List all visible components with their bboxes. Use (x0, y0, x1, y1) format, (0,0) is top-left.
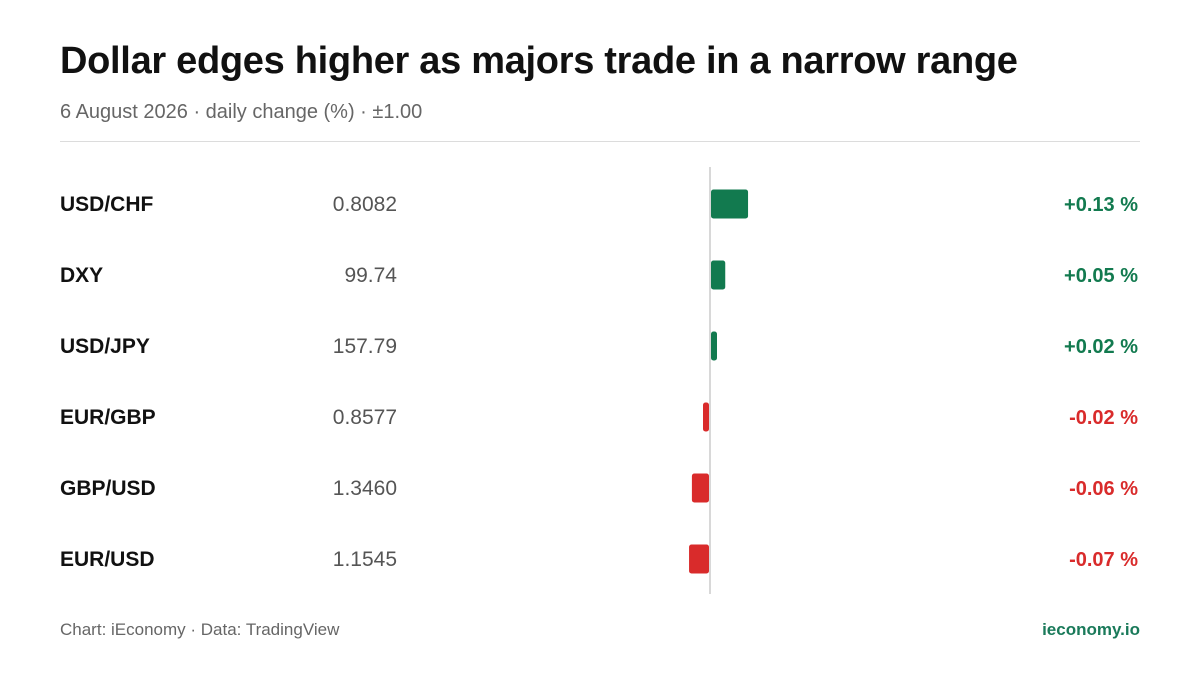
header-divider (60, 141, 1140, 142)
chart-title: Dollar edges higher as majors trade in a… (60, 40, 1018, 82)
price-label: 1.3460 (333, 477, 397, 500)
pair-label: DXY (60, 264, 103, 287)
price-label: 157.79 (333, 335, 397, 358)
footer-source: Chart: iEconomy · Data: TradingView (60, 620, 340, 639)
chart-row: USD/CHF 0.8082 +0.13 % (60, 189, 1138, 219)
chart-row: EUR/USD 1.1545 -0.07 % (60, 544, 1138, 574)
change-value-label: +0.13 % (1064, 194, 1138, 216)
pair-label: EUR/GBP (60, 406, 156, 429)
chart-row: EUR/GBP 0.8577 -0.02 % (60, 402, 1138, 432)
fx-change-chart: USD/CHF 0.8082 +0.13 % DXY 99.74 +0.05 % USD/J… (60, 167, 1138, 594)
chart-row: GBP/USD 1.3460 -0.06 % (60, 473, 1138, 503)
change-value-label: -0.02 % (1069, 407, 1138, 429)
change-value-label: +0.02 % (1064, 336, 1138, 358)
change-bar (711, 260, 726, 290)
pair-label: USD/JPY (60, 335, 150, 358)
chart-row: USD/JPY 157.79 +0.02 % (60, 331, 1138, 361)
footer-brand-link[interactable]: ieconomy.io (1042, 620, 1140, 639)
pair-label: GBP/USD (60, 477, 156, 500)
price-label: 99.74 (344, 264, 397, 287)
change-bar (689, 544, 709, 574)
pair-label: EUR/USD (60, 548, 155, 571)
price-label: 0.8577 (333, 406, 397, 429)
change-bar (703, 402, 709, 432)
change-bar (711, 331, 717, 361)
chart-subtitle: 6 August 2026 · daily change (%) · ±1.00 (60, 101, 423, 123)
change-value-label: -0.07 % (1069, 549, 1138, 571)
chart-row: DXY 99.74 +0.05 % (60, 260, 1138, 290)
price-label: 0.8082 (333, 193, 397, 216)
pair-label: USD/CHF (60, 193, 154, 216)
change-value-label: -0.06 % (1069, 478, 1138, 500)
change-bar (711, 189, 749, 219)
change-bar (691, 473, 709, 503)
price-label: 1.1545 (333, 548, 397, 571)
change-value-label: +0.05 % (1064, 265, 1138, 287)
